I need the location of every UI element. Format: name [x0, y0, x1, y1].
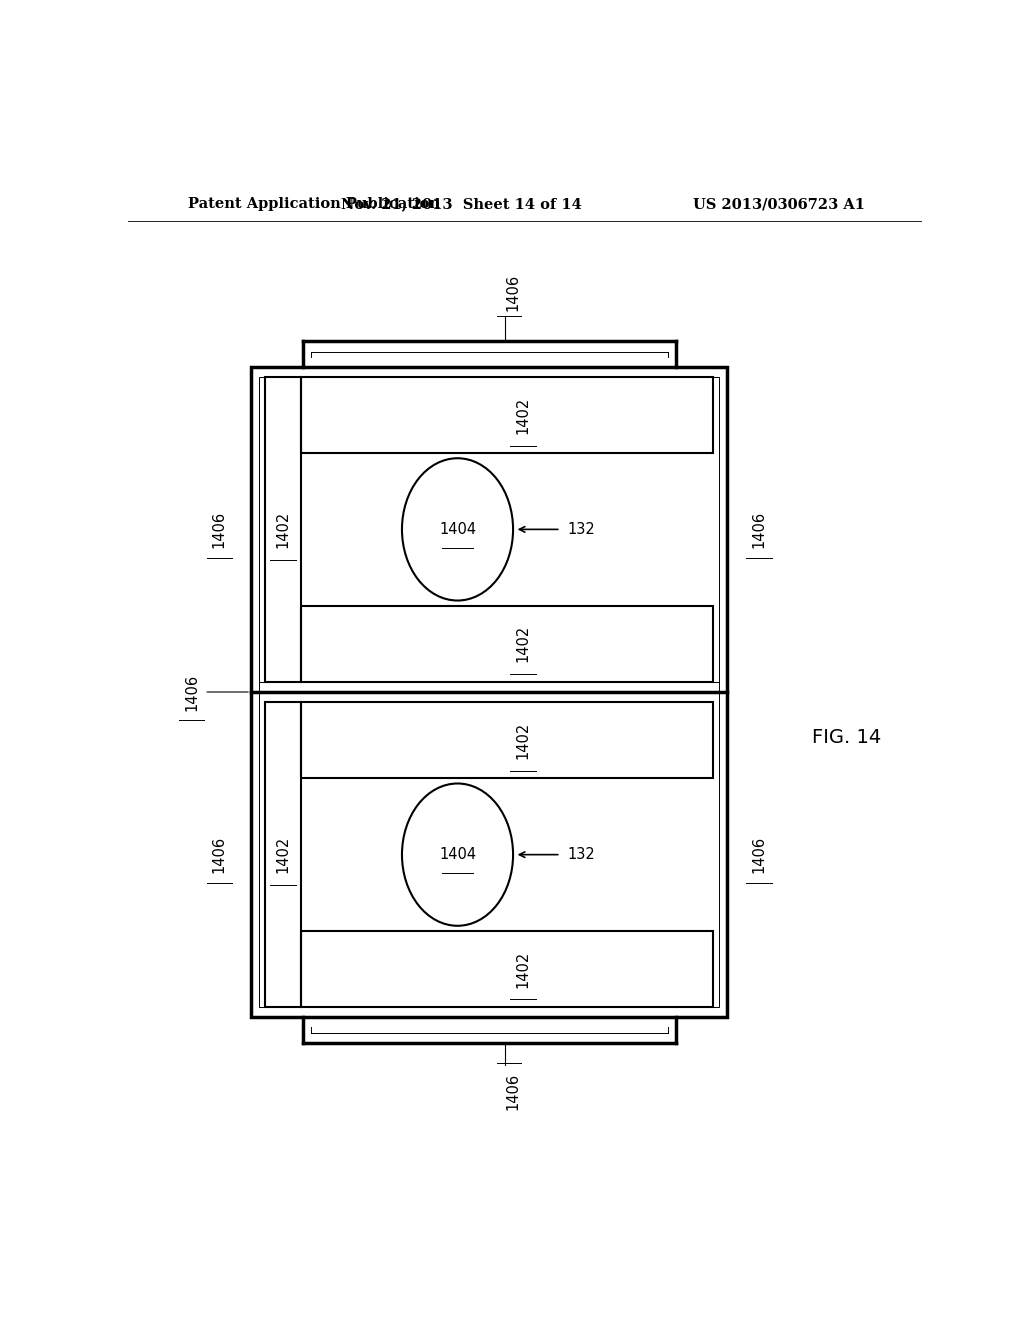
Text: FIG. 14: FIG. 14: [812, 729, 881, 747]
Text: 1404: 1404: [439, 847, 476, 862]
Text: 1406: 1406: [506, 1073, 520, 1110]
Text: 1404: 1404: [439, 521, 476, 537]
Bar: [251, 367, 727, 1018]
Bar: [259, 378, 719, 1007]
Bar: [301, 702, 713, 779]
Text: 1402: 1402: [275, 836, 291, 874]
Text: 1402: 1402: [515, 396, 530, 434]
Bar: [265, 702, 301, 1007]
Text: 1406: 1406: [752, 836, 766, 874]
Text: 132: 132: [567, 847, 595, 862]
Bar: [301, 931, 713, 1007]
Bar: [301, 606, 713, 682]
Text: 1406: 1406: [752, 511, 766, 548]
Text: 1406: 1406: [184, 673, 199, 710]
Text: 1402: 1402: [515, 950, 530, 987]
Text: 1402: 1402: [515, 626, 530, 663]
Bar: [265, 378, 301, 682]
Text: US 2013/0306723 A1: US 2013/0306723 A1: [693, 197, 864, 211]
Text: Nov. 21, 2013  Sheet 14 of 14: Nov. 21, 2013 Sheet 14 of 14: [341, 197, 582, 211]
Text: 1406: 1406: [212, 511, 226, 548]
Bar: [301, 378, 713, 453]
Text: Patent Application Publication: Patent Application Publication: [187, 197, 439, 211]
Text: 1406: 1406: [212, 836, 226, 874]
Text: 1406: 1406: [506, 273, 520, 312]
Text: 1402: 1402: [515, 722, 530, 759]
Text: 132: 132: [567, 521, 595, 537]
Text: 1402: 1402: [275, 511, 291, 548]
